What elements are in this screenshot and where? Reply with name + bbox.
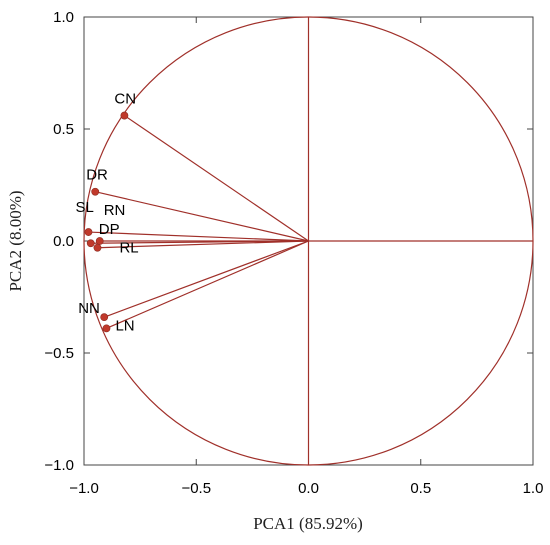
point-rn [95, 237, 104, 245]
label-dr: DR [86, 167, 108, 184]
y-tick-label: −1.0 [44, 457, 74, 474]
x-tick-label: −0.5 [181, 480, 211, 497]
loading-vector-rl [97, 240, 309, 249]
label-rn: RN [104, 202, 126, 219]
point-sl [84, 228, 93, 236]
label-nn: NN [78, 300, 100, 317]
y-tick-label: −0.5 [44, 345, 74, 362]
point-ln [102, 324, 111, 333]
loading-vector-nn [103, 240, 309, 318]
loading-vector-sl [88, 231, 309, 242]
label-sl: SL [75, 199, 93, 216]
loading-vector-cn [124, 115, 309, 242]
loading-vector-dp [90, 240, 309, 244]
label-cn: CN [114, 91, 136, 108]
y-axis-label: PCA2 (8.00%) [6, 190, 25, 291]
y-tick-label: 0.0 [53, 233, 74, 250]
point-dp [86, 239, 95, 248]
y-tick-label: 1.0 [53, 9, 74, 26]
y-tick-label: 0.5 [53, 121, 74, 138]
x-tick-label: 0.5 [410, 480, 431, 497]
label-ln: LN [115, 317, 134, 334]
point-cn [120, 111, 129, 120]
point-dr [91, 187, 100, 196]
x-tick-label: −1.0 [69, 480, 99, 497]
x-tick-label: 0.0 [298, 480, 319, 497]
label-rl: RL [119, 240, 138, 257]
x-tick-label: 1.0 [523, 480, 544, 497]
point-nn [100, 313, 109, 322]
loading-vector-ln [106, 240, 309, 329]
loading-vector-dr [95, 191, 309, 242]
point-rl [93, 243, 102, 252]
label-dp: DP [99, 221, 120, 238]
x-axis-label: PCA1 (85.92%) [253, 514, 363, 533]
